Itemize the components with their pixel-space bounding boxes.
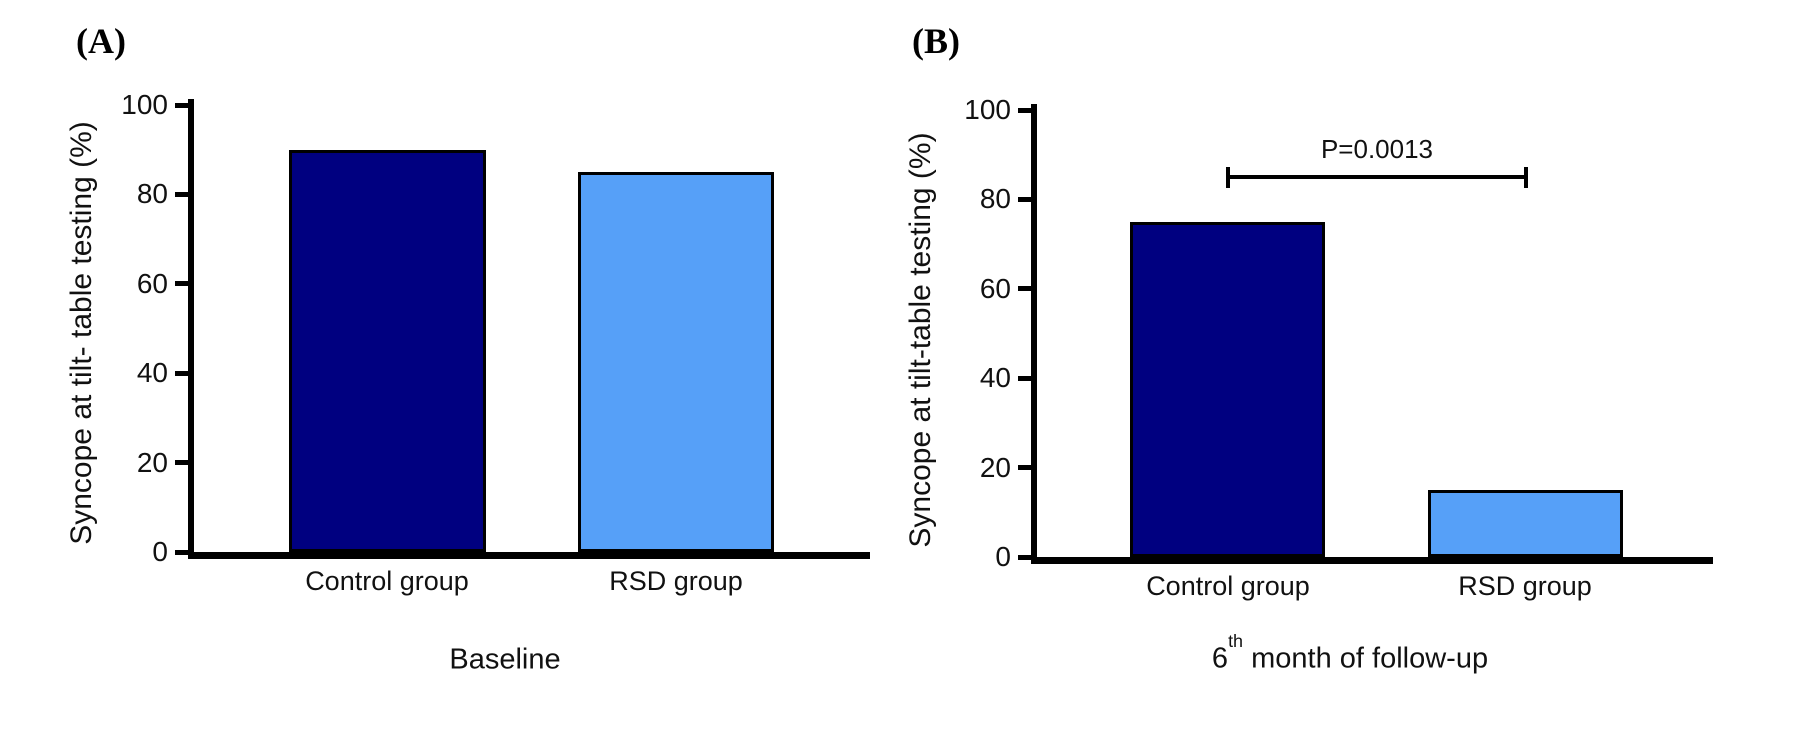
panel-a-x-title: Baseline (295, 642, 715, 677)
significance-bracket-right-cap (1524, 167, 1528, 188)
panel-a-category-rsd-group: RSD group (609, 566, 743, 596)
y-tick-label-80: 80 (136, 178, 168, 210)
bar-rsd-group (1428, 489, 1623, 557)
y-tick-label-20: 20 (979, 451, 1011, 483)
y-tick-40 (175, 370, 188, 376)
panel-a-letter: (A) (76, 21, 126, 61)
y-tick-label-80: 80 (979, 183, 1011, 215)
panel-b-category-control-group: Control group (1146, 571, 1310, 601)
bar-control-group (289, 149, 486, 552)
significance-bracket-line (1226, 175, 1528, 179)
panel-a-x-title-text: Baseline (449, 643, 561, 676)
p-value-label: P=0.0013 (1320, 134, 1434, 164)
y-tick-label-100: 100 (964, 94, 1011, 125)
y-tick-80 (1018, 196, 1031, 202)
panel-b-x-title: 6th month of follow-up (1140, 631, 1560, 676)
panel-b-letter: (B) (912, 21, 960, 61)
bar-control-group (1130, 221, 1325, 557)
y-tick-60 (175, 281, 188, 287)
y-tick-label-0: 0 (995, 541, 1011, 572)
y-tick-20 (175, 460, 188, 466)
y-tick-80 (175, 191, 188, 197)
bar-rsd-group (578, 172, 774, 552)
panel-b-category-rsd-group: RSD group (1458, 571, 1592, 601)
y-tick-0 (1018, 554, 1031, 560)
y-tick-label-0: 0 (152, 536, 168, 567)
y-tick-0 (175, 549, 188, 555)
y-tick-60 (1018, 286, 1031, 292)
y-tick-label-60: 60 (979, 272, 1011, 304)
y-tick-100 (1018, 107, 1031, 113)
y-tick-label-100: 100 (121, 89, 168, 120)
panel-a-plot: 100 80 60 40 20 0 (121, 89, 870, 567)
y-tick-label-40: 40 (979, 362, 1011, 394)
panel-b-x-title-text: 6 (1211, 642, 1229, 675)
significance-bracket-left-cap (1226, 167, 1230, 188)
y-tick-20 (1018, 465, 1031, 471)
y-tick-label-20: 20 (136, 446, 168, 478)
panel-a-category-control-group: Control group (305, 566, 469, 596)
panel-b-x-title-sup: th (1228, 631, 1244, 652)
y-tick-40 (1018, 375, 1031, 381)
y-tick-label-40: 40 (136, 357, 168, 389)
y-tick-100 (175, 102, 188, 108)
panel-b-y-axis-line (1031, 104, 1037, 564)
panel-b-plot: P=0.0013 100 80 60 40 20 0 (964, 94, 1713, 572)
y-tick-label-60: 60 (136, 267, 168, 299)
panel-b-x-title-rest: month of follow-up (1243, 642, 1489, 675)
panel-a-y-axis-line (188, 99, 194, 559)
panel-b-x-axis-line (1031, 557, 1713, 564)
panel-a-x-axis-line (188, 552, 870, 559)
